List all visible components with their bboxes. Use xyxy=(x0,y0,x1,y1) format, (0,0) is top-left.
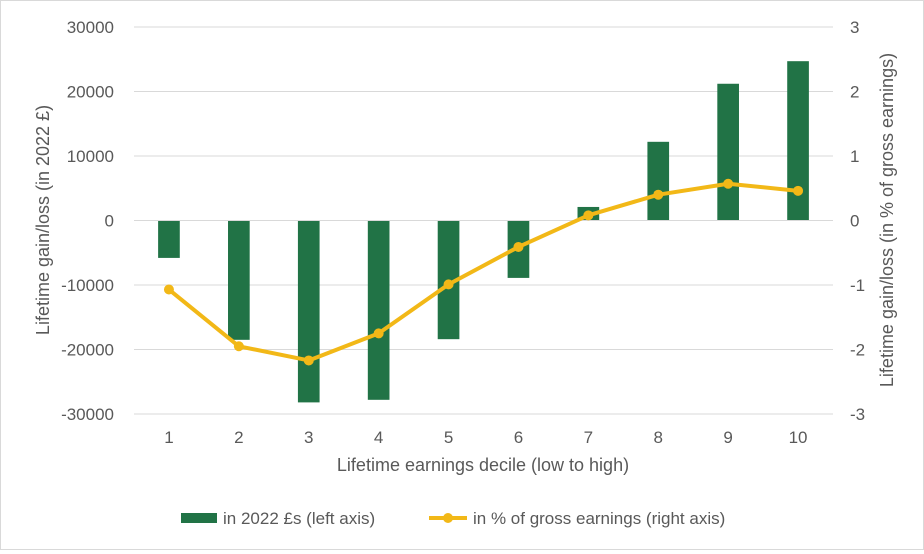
y-left-tick: 20000 xyxy=(67,83,114,102)
y-right-tick: 2 xyxy=(850,83,859,102)
y-left-tick: 30000 xyxy=(67,18,114,37)
y-left-tick: -10000 xyxy=(61,276,114,295)
tick-labels: 3000020000100000-10000-20000-300003210-1… xyxy=(61,18,865,447)
bar-decile-3 xyxy=(297,220,320,403)
x-tick: 5 xyxy=(444,428,453,447)
line-series xyxy=(163,178,804,366)
x-tick: 1 xyxy=(164,428,173,447)
point-decile-5 xyxy=(443,279,454,290)
x-tick: 8 xyxy=(654,428,663,447)
y-right-tick: 3 xyxy=(850,18,859,37)
bar-decile-8 xyxy=(647,141,670,221)
x-tick: 2 xyxy=(234,428,243,447)
y-left-tick: -30000 xyxy=(61,405,114,424)
legend-line-label: in % of gross earnings (right axis) xyxy=(473,509,725,528)
legend-bar-label: in 2022 £s (left axis) xyxy=(223,509,375,528)
y-right-tick: -2 xyxy=(850,341,865,360)
y-axis-right-title: Lifetime gain/loss (in % of gross earnin… xyxy=(877,53,897,387)
y-left-tick: 10000 xyxy=(67,147,114,166)
point-decile-1 xyxy=(163,284,174,295)
point-decile-6 xyxy=(513,241,524,252)
legend: in 2022 £s (left axis) in % of gross ear… xyxy=(181,509,725,528)
x-tick: 6 xyxy=(514,428,523,447)
point-decile-2 xyxy=(233,341,244,352)
point-decile-4 xyxy=(373,328,384,339)
y-right-tick: 0 xyxy=(850,212,859,231)
bar-decile-10 xyxy=(787,61,809,221)
x-tick: 3 xyxy=(304,428,313,447)
bar-decile-2 xyxy=(228,220,250,340)
y-right-tick: 1 xyxy=(850,147,859,166)
x-tick: 4 xyxy=(374,428,383,447)
point-decile-9 xyxy=(723,178,734,189)
y-left-tick: 0 xyxy=(105,212,114,231)
x-axis-title: Lifetime earnings decile (low to high) xyxy=(337,455,629,475)
bar-decile-9 xyxy=(717,83,739,221)
bar-decile-4 xyxy=(367,220,390,400)
point-decile-7 xyxy=(583,210,594,221)
line-percent-gross xyxy=(166,181,801,363)
y-right-tick: -1 xyxy=(850,276,865,295)
x-tick: 7 xyxy=(584,428,593,447)
x-tick: 9 xyxy=(723,428,732,447)
point-decile-8 xyxy=(653,189,664,200)
y-axis-left-title: Lifetime gain/loss (in 2022 £) xyxy=(33,105,53,335)
point-decile-3 xyxy=(303,355,314,366)
point-decile-10 xyxy=(793,185,804,196)
legend-bar-swatch xyxy=(181,513,217,523)
bar-decile-1 xyxy=(158,220,180,258)
x-tick: 10 xyxy=(789,428,808,447)
y-right-tick: -3 xyxy=(850,405,865,424)
legend-line-marker xyxy=(443,513,453,523)
y-left-tick: -20000 xyxy=(61,341,114,360)
